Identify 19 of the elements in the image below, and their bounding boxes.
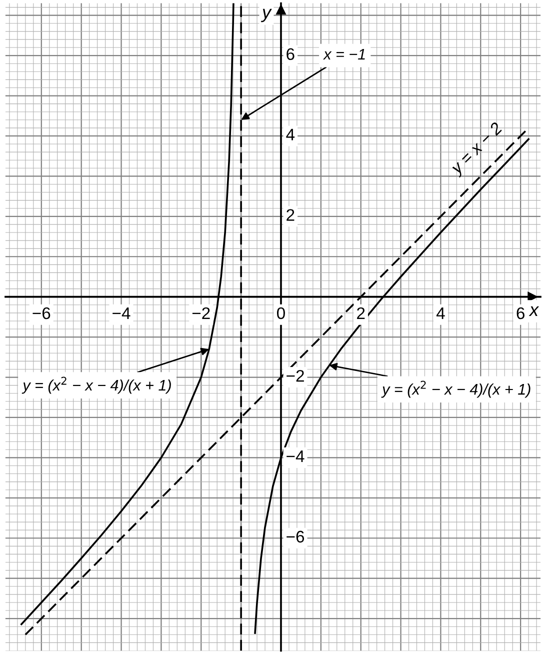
y-tick-label: 4 (286, 128, 295, 140)
x-tick-label: −4 (112, 308, 130, 319)
y-axis-title: y (260, 8, 272, 22)
x-axis-title: x (528, 306, 540, 316)
y-tick-label: −6 (286, 530, 304, 543)
x-tick-label: 4 (436, 308, 445, 319)
y-tick-label: −4 (286, 450, 304, 462)
annotation: x = −1 (323, 48, 365, 60)
y-tick-label: −2 (286, 370, 304, 382)
x-tick-label: −6 (32, 307, 50, 320)
x-tick-label: 2 (357, 307, 365, 319)
annotation: y = x − 2 (448, 121, 506, 178)
x-tick-label: 0 (277, 307, 285, 320)
x-tick-label: −2 (192, 307, 210, 319)
x-tick-label: 6 (516, 307, 524, 320)
annotation: y = (x$^{2}$ − x − 4)/(x + 1) (381, 380, 530, 398)
y-tick-label: 6 (286, 48, 294, 60)
y-tick-label: 2 (286, 209, 294, 221)
annotation: y = (x$^{2}$ − x − 4)/(x + 1) (22, 376, 171, 394)
